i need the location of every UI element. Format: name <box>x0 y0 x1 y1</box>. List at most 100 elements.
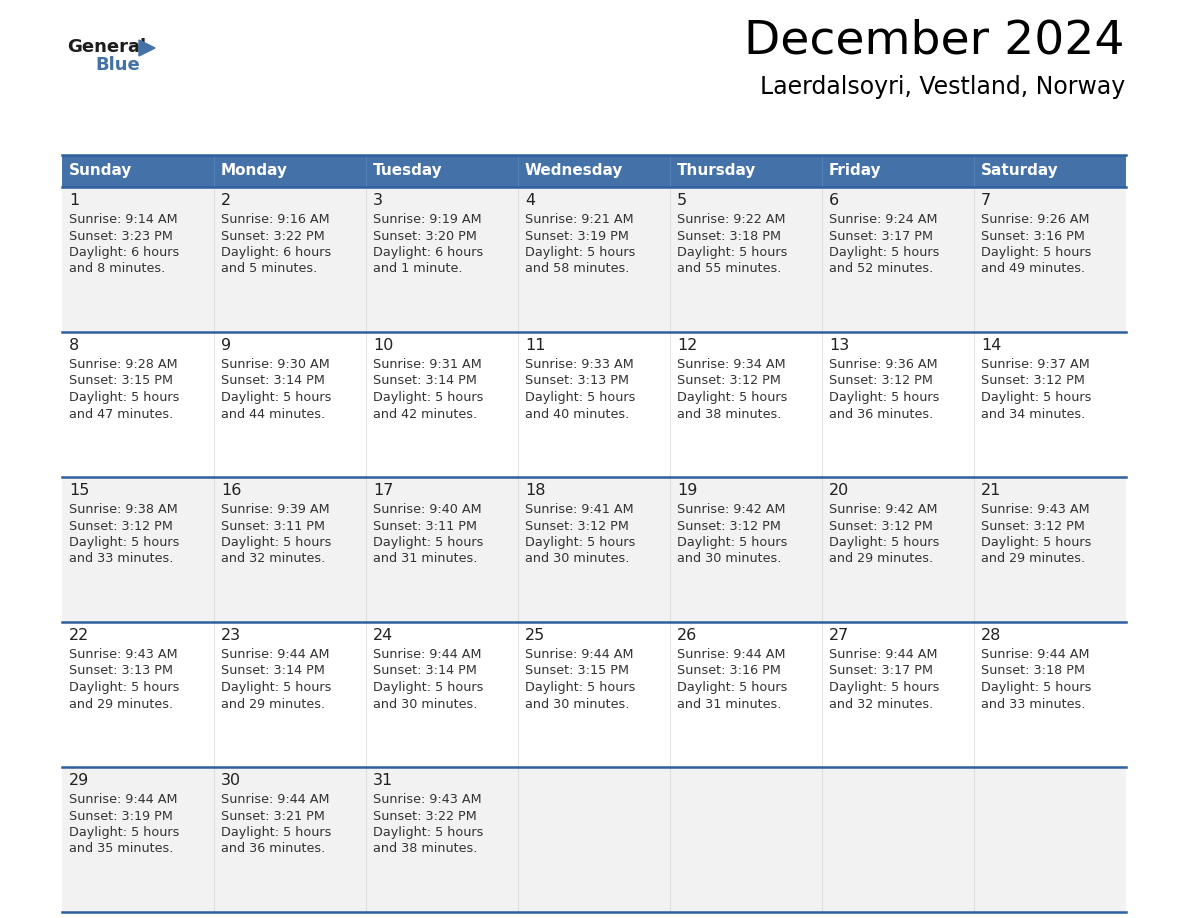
Text: 14: 14 <box>981 338 1001 353</box>
Text: Daylight: 5 hours: Daylight: 5 hours <box>221 391 331 404</box>
Text: and 30 minutes.: and 30 minutes. <box>525 698 630 711</box>
Bar <box>974 155 1126 187</box>
Text: 19: 19 <box>677 483 697 498</box>
Bar <box>62 187 214 332</box>
Text: Sunrise: 9:36 AM: Sunrise: 9:36 AM <box>829 358 937 371</box>
Bar <box>366 477 518 622</box>
Text: Blue: Blue <box>95 56 140 74</box>
Text: 21: 21 <box>981 483 1001 498</box>
Text: Monday: Monday <box>221 163 287 178</box>
Text: Sunrise: 9:34 AM: Sunrise: 9:34 AM <box>677 358 785 371</box>
Bar <box>974 767 1126 912</box>
Text: Daylight: 5 hours: Daylight: 5 hours <box>221 681 331 694</box>
Bar <box>518 187 670 332</box>
Text: Sunrise: 9:44 AM: Sunrise: 9:44 AM <box>525 648 633 661</box>
Text: Daylight: 5 hours: Daylight: 5 hours <box>373 536 484 549</box>
Bar <box>670 155 822 187</box>
Text: 2: 2 <box>221 193 232 208</box>
Text: Sunset: 3:13 PM: Sunset: 3:13 PM <box>69 665 173 677</box>
Text: Daylight: 5 hours: Daylight: 5 hours <box>677 246 788 259</box>
Text: Sunset: 3:12 PM: Sunset: 3:12 PM <box>829 375 933 387</box>
Text: Thursday: Thursday <box>677 163 757 178</box>
Text: 29: 29 <box>69 773 89 788</box>
Bar <box>822 767 974 912</box>
Text: Daylight: 5 hours: Daylight: 5 hours <box>829 536 940 549</box>
Text: 4: 4 <box>525 193 535 208</box>
Text: December 2024: December 2024 <box>745 18 1125 63</box>
Bar <box>366 187 518 332</box>
Text: Sunset: 3:23 PM: Sunset: 3:23 PM <box>69 230 173 242</box>
Bar <box>670 332 822 477</box>
Text: Daylight: 5 hours: Daylight: 5 hours <box>829 246 940 259</box>
Bar <box>214 187 366 332</box>
Text: Sunrise: 9:22 AM: Sunrise: 9:22 AM <box>677 213 785 226</box>
Text: Sunset: 3:11 PM: Sunset: 3:11 PM <box>221 520 326 532</box>
Bar <box>366 622 518 767</box>
Bar <box>518 622 670 767</box>
Text: 1: 1 <box>69 193 80 208</box>
Text: 8: 8 <box>69 338 80 353</box>
Text: Daylight: 5 hours: Daylight: 5 hours <box>525 246 636 259</box>
Text: Sunrise: 9:30 AM: Sunrise: 9:30 AM <box>221 358 330 371</box>
Text: Sunset: 3:12 PM: Sunset: 3:12 PM <box>677 520 781 532</box>
Text: Sunset: 3:19 PM: Sunset: 3:19 PM <box>525 230 628 242</box>
Text: Sunset: 3:21 PM: Sunset: 3:21 PM <box>221 810 324 823</box>
Text: and 32 minutes.: and 32 minutes. <box>221 553 326 565</box>
Text: 11: 11 <box>525 338 545 353</box>
Text: and 32 minutes.: and 32 minutes. <box>829 698 934 711</box>
Text: Sunrise: 9:44 AM: Sunrise: 9:44 AM <box>373 648 481 661</box>
Text: Sunset: 3:14 PM: Sunset: 3:14 PM <box>221 665 324 677</box>
Text: Sunset: 3:11 PM: Sunset: 3:11 PM <box>373 520 478 532</box>
Text: Sunrise: 9:44 AM: Sunrise: 9:44 AM <box>221 648 329 661</box>
Text: Sunrise: 9:39 AM: Sunrise: 9:39 AM <box>221 503 329 516</box>
Text: and 38 minutes.: and 38 minutes. <box>373 843 478 856</box>
Text: Sunrise: 9:28 AM: Sunrise: 9:28 AM <box>69 358 178 371</box>
Text: 23: 23 <box>221 628 241 643</box>
Text: Sunset: 3:12 PM: Sunset: 3:12 PM <box>69 520 173 532</box>
Text: Sunset: 3:15 PM: Sunset: 3:15 PM <box>525 665 628 677</box>
Text: Sunset: 3:17 PM: Sunset: 3:17 PM <box>829 665 933 677</box>
Text: Sunset: 3:16 PM: Sunset: 3:16 PM <box>981 230 1085 242</box>
Text: Sunset: 3:22 PM: Sunset: 3:22 PM <box>221 230 324 242</box>
Bar <box>822 155 974 187</box>
Text: Daylight: 5 hours: Daylight: 5 hours <box>981 536 1092 549</box>
Text: Wednesday: Wednesday <box>525 163 624 178</box>
Text: Daylight: 5 hours: Daylight: 5 hours <box>69 391 179 404</box>
Text: and 40 minutes.: and 40 minutes. <box>525 408 630 420</box>
Text: 17: 17 <box>373 483 393 498</box>
Text: Sunset: 3:14 PM: Sunset: 3:14 PM <box>373 375 476 387</box>
Bar <box>974 332 1126 477</box>
Bar <box>822 332 974 477</box>
Bar <box>62 622 214 767</box>
Bar <box>974 477 1126 622</box>
Text: 3: 3 <box>373 193 383 208</box>
Text: Sunset: 3:19 PM: Sunset: 3:19 PM <box>69 810 173 823</box>
Text: Laerdalsoyri, Vestland, Norway: Laerdalsoyri, Vestland, Norway <box>760 75 1125 99</box>
Text: and 58 minutes.: and 58 minutes. <box>525 263 630 275</box>
Text: Daylight: 5 hours: Daylight: 5 hours <box>829 681 940 694</box>
Text: 30: 30 <box>221 773 241 788</box>
Text: and 42 minutes.: and 42 minutes. <box>373 408 478 420</box>
Text: and 34 minutes.: and 34 minutes. <box>981 408 1086 420</box>
Text: Sunrise: 9:43 AM: Sunrise: 9:43 AM <box>373 793 481 806</box>
Text: Sunset: 3:14 PM: Sunset: 3:14 PM <box>373 665 476 677</box>
Text: Daylight: 6 hours: Daylight: 6 hours <box>373 246 484 259</box>
Text: Daylight: 5 hours: Daylight: 5 hours <box>525 536 636 549</box>
Text: Sunset: 3:18 PM: Sunset: 3:18 PM <box>981 665 1085 677</box>
Text: Sunday: Sunday <box>69 163 132 178</box>
Polygon shape <box>139 40 154 56</box>
Text: 15: 15 <box>69 483 89 498</box>
Text: Sunrise: 9:44 AM: Sunrise: 9:44 AM <box>221 793 329 806</box>
Text: Sunrise: 9:38 AM: Sunrise: 9:38 AM <box>69 503 178 516</box>
Text: Sunset: 3:13 PM: Sunset: 3:13 PM <box>525 375 628 387</box>
Bar <box>214 767 366 912</box>
Bar <box>822 477 974 622</box>
Bar <box>366 767 518 912</box>
Text: Sunrise: 9:24 AM: Sunrise: 9:24 AM <box>829 213 937 226</box>
Text: Sunrise: 9:43 AM: Sunrise: 9:43 AM <box>69 648 178 661</box>
Text: Daylight: 5 hours: Daylight: 5 hours <box>525 391 636 404</box>
Text: 5: 5 <box>677 193 687 208</box>
Text: 31: 31 <box>373 773 393 788</box>
Text: Friday: Friday <box>829 163 881 178</box>
Text: Daylight: 5 hours: Daylight: 5 hours <box>677 536 788 549</box>
